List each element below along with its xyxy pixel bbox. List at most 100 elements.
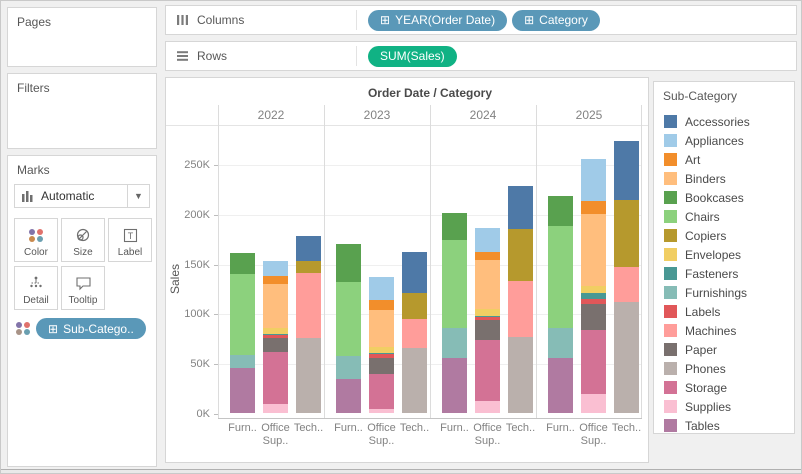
bar-segment-appliances[interactable] <box>581 159 606 201</box>
bar-segment-phones[interactable] <box>296 338 321 413</box>
legend-item-art[interactable]: Art <box>664 150 790 169</box>
bar-segment-supplies[interactable] <box>475 401 500 413</box>
legend-item-binders[interactable]: Binders <box>664 169 790 188</box>
x-axis-label-office[interactable]: Office <box>473 422 502 434</box>
x-axis-label-furn[interactable]: Furn.. <box>228 422 257 434</box>
bar-segment-chairs[interactable] <box>442 239 467 329</box>
bar-segment-bookcases[interactable] <box>230 252 255 274</box>
bar-segment-paper[interactable] <box>369 358 394 375</box>
legend-item-envelopes[interactable]: Envelopes <box>664 245 790 264</box>
bar-segment-phones[interactable] <box>614 302 639 413</box>
bar-segment-furnishings[interactable] <box>336 356 361 380</box>
bar-segment-fasteners[interactable] <box>263 334 288 336</box>
year-header-2025[interactable]: 2025 <box>575 108 603 122</box>
x-axis-label-office[interactable]: Office <box>367 422 396 434</box>
bar-segment-paper[interactable] <box>475 320 500 341</box>
x-axis-label-office[interactable]: Office <box>261 422 290 434</box>
bar-segment-phones[interactable] <box>508 337 533 413</box>
legend-item-copiers[interactable]: Copiers <box>664 226 790 245</box>
bar-segment-envelopes[interactable] <box>263 328 288 335</box>
bar-segment-furnishings[interactable] <box>230 355 255 369</box>
bar-segment-labels[interactable] <box>263 335 288 339</box>
bar-segment-accessories[interactable] <box>402 251 427 293</box>
pages-shelf[interactable]: Pages <box>7 7 157 67</box>
x-axis-label-sup[interactable]: Sup.. <box>474 435 501 447</box>
legend-item-bookcases[interactable]: Bookcases <box>664 188 790 207</box>
bar-segment-appliances[interactable] <box>263 260 288 276</box>
legend-item-tables[interactable]: Tables <box>664 416 790 435</box>
legend-item-accessories[interactable]: Accessories <box>664 112 790 131</box>
bar-segment-fasteners[interactable] <box>369 353 394 355</box>
bar-2023-office-supplies[interactable] <box>369 277 394 413</box>
legend-item-phones[interactable]: Phones <box>664 359 790 378</box>
x-axis-label-tech[interactable]: Tech.. <box>399 422 430 434</box>
x-axis-label-sup[interactable]: Sup.. <box>368 435 395 447</box>
x-axis-label-tech[interactable]: Tech.. <box>611 422 642 434</box>
columns-shelf[interactable]: Columns ⊞ YEAR(Order Date) ⊞ Category <box>165 5 797 35</box>
bar-segment-storage[interactable] <box>475 340 500 401</box>
bar-segment-art[interactable] <box>369 300 394 311</box>
bar-segment-storage[interactable] <box>263 352 288 404</box>
x-axis-label-furn[interactable]: Furn.. <box>440 422 469 434</box>
x-axis-label-furn[interactable]: Furn.. <box>334 422 363 434</box>
bar-segment-furnishings[interactable] <box>442 328 467 359</box>
bar-2024-furniture[interactable] <box>442 212 467 413</box>
bar-segment-machines[interactable] <box>296 272 321 339</box>
bar-2025-furniture[interactable] <box>548 195 573 413</box>
bar-segment-supplies[interactable] <box>369 409 394 413</box>
tooltip-button[interactable]: Tooltip <box>61 266 105 310</box>
bar-segment-bookcases[interactable] <box>548 195 573 226</box>
bar-segment-copiers[interactable] <box>614 199 639 267</box>
bar-segment-chairs[interactable] <box>336 281 361 357</box>
bar-segment-art[interactable] <box>263 275 288 284</box>
bar-segment-envelopes[interactable] <box>581 285 606 293</box>
x-axis-label-furn[interactable]: Furn.. <box>546 422 575 434</box>
filters-shelf[interactable]: Filters <box>7 73 157 149</box>
bar-segment-paper[interactable] <box>581 303 606 331</box>
bar-segment-copiers[interactable] <box>402 292 427 320</box>
bar-2025-technology[interactable] <box>614 141 639 413</box>
bar-segment-machines[interactable] <box>614 266 639 303</box>
bar-segment-fasteners[interactable] <box>475 316 500 318</box>
bar-segment-fasteners[interactable] <box>581 292 606 299</box>
bar-segment-tables[interactable] <box>230 368 255 413</box>
bar-segment-supplies[interactable] <box>581 394 606 413</box>
bar-segment-phones[interactable] <box>402 348 427 413</box>
bar-2025-office-supplies[interactable] <box>581 159 606 413</box>
legend-item-labels[interactable]: Labels <box>664 302 790 321</box>
legend-item-appliances[interactable]: Appliances <box>664 131 790 150</box>
bar-segment-chairs[interactable] <box>548 225 573 329</box>
legend-item-chairs[interactable]: Chairs <box>664 207 790 226</box>
pill-year-order-date-[interactable]: ⊞ YEAR(Order Date) <box>368 9 508 31</box>
legend-item-machines[interactable]: Machines <box>664 321 790 340</box>
bar-2024-office-supplies[interactable] <box>475 227 500 413</box>
pill-sum-sales-[interactable]: SUM(Sales) <box>368 45 457 67</box>
bar-segment-accessories[interactable] <box>614 141 639 200</box>
detail-button[interactable]: Detail <box>14 266 58 310</box>
bar-segment-chairs[interactable] <box>230 273 255 356</box>
bar-segment-accessories[interactable] <box>296 235 321 261</box>
x-axis-label-sup[interactable]: Sup.. <box>262 435 289 447</box>
bar-segment-binders[interactable] <box>475 259 500 310</box>
bar-segment-machines[interactable] <box>508 280 533 338</box>
legend-item-storage[interactable]: Storage <box>664 378 790 397</box>
bar-segment-binders[interactable] <box>581 213 606 286</box>
bar-segment-paper[interactable] <box>263 338 288 353</box>
x-axis-label-tech[interactable]: Tech.. <box>505 422 536 434</box>
legend-item-paper[interactable]: Paper <box>664 340 790 359</box>
bar-segment-envelopes[interactable] <box>369 347 394 354</box>
legend-item-furnishings[interactable]: Furnishings <box>664 283 790 302</box>
legend-item-fasteners[interactable]: Fasteners <box>664 264 790 283</box>
bar-segment-labels[interactable] <box>475 317 500 321</box>
bar-segment-copiers[interactable] <box>508 228 533 281</box>
pill-sub-category[interactable]: ⊞ Sub-Catego.. <box>36 318 146 339</box>
year-header-2022[interactable]: 2022 <box>257 108 285 122</box>
bar-segment-accessories[interactable] <box>508 185 533 229</box>
bar-segment-tables[interactable] <box>442 358 467 413</box>
bar-segment-tables[interactable] <box>548 358 573 413</box>
bar-segment-binders[interactable] <box>263 283 288 329</box>
bar-segment-bookcases[interactable] <box>336 243 361 282</box>
size-button[interactable]: Size <box>61 218 105 262</box>
bar-segment-storage[interactable] <box>369 374 394 409</box>
bar-segment-binders[interactable] <box>369 310 394 348</box>
